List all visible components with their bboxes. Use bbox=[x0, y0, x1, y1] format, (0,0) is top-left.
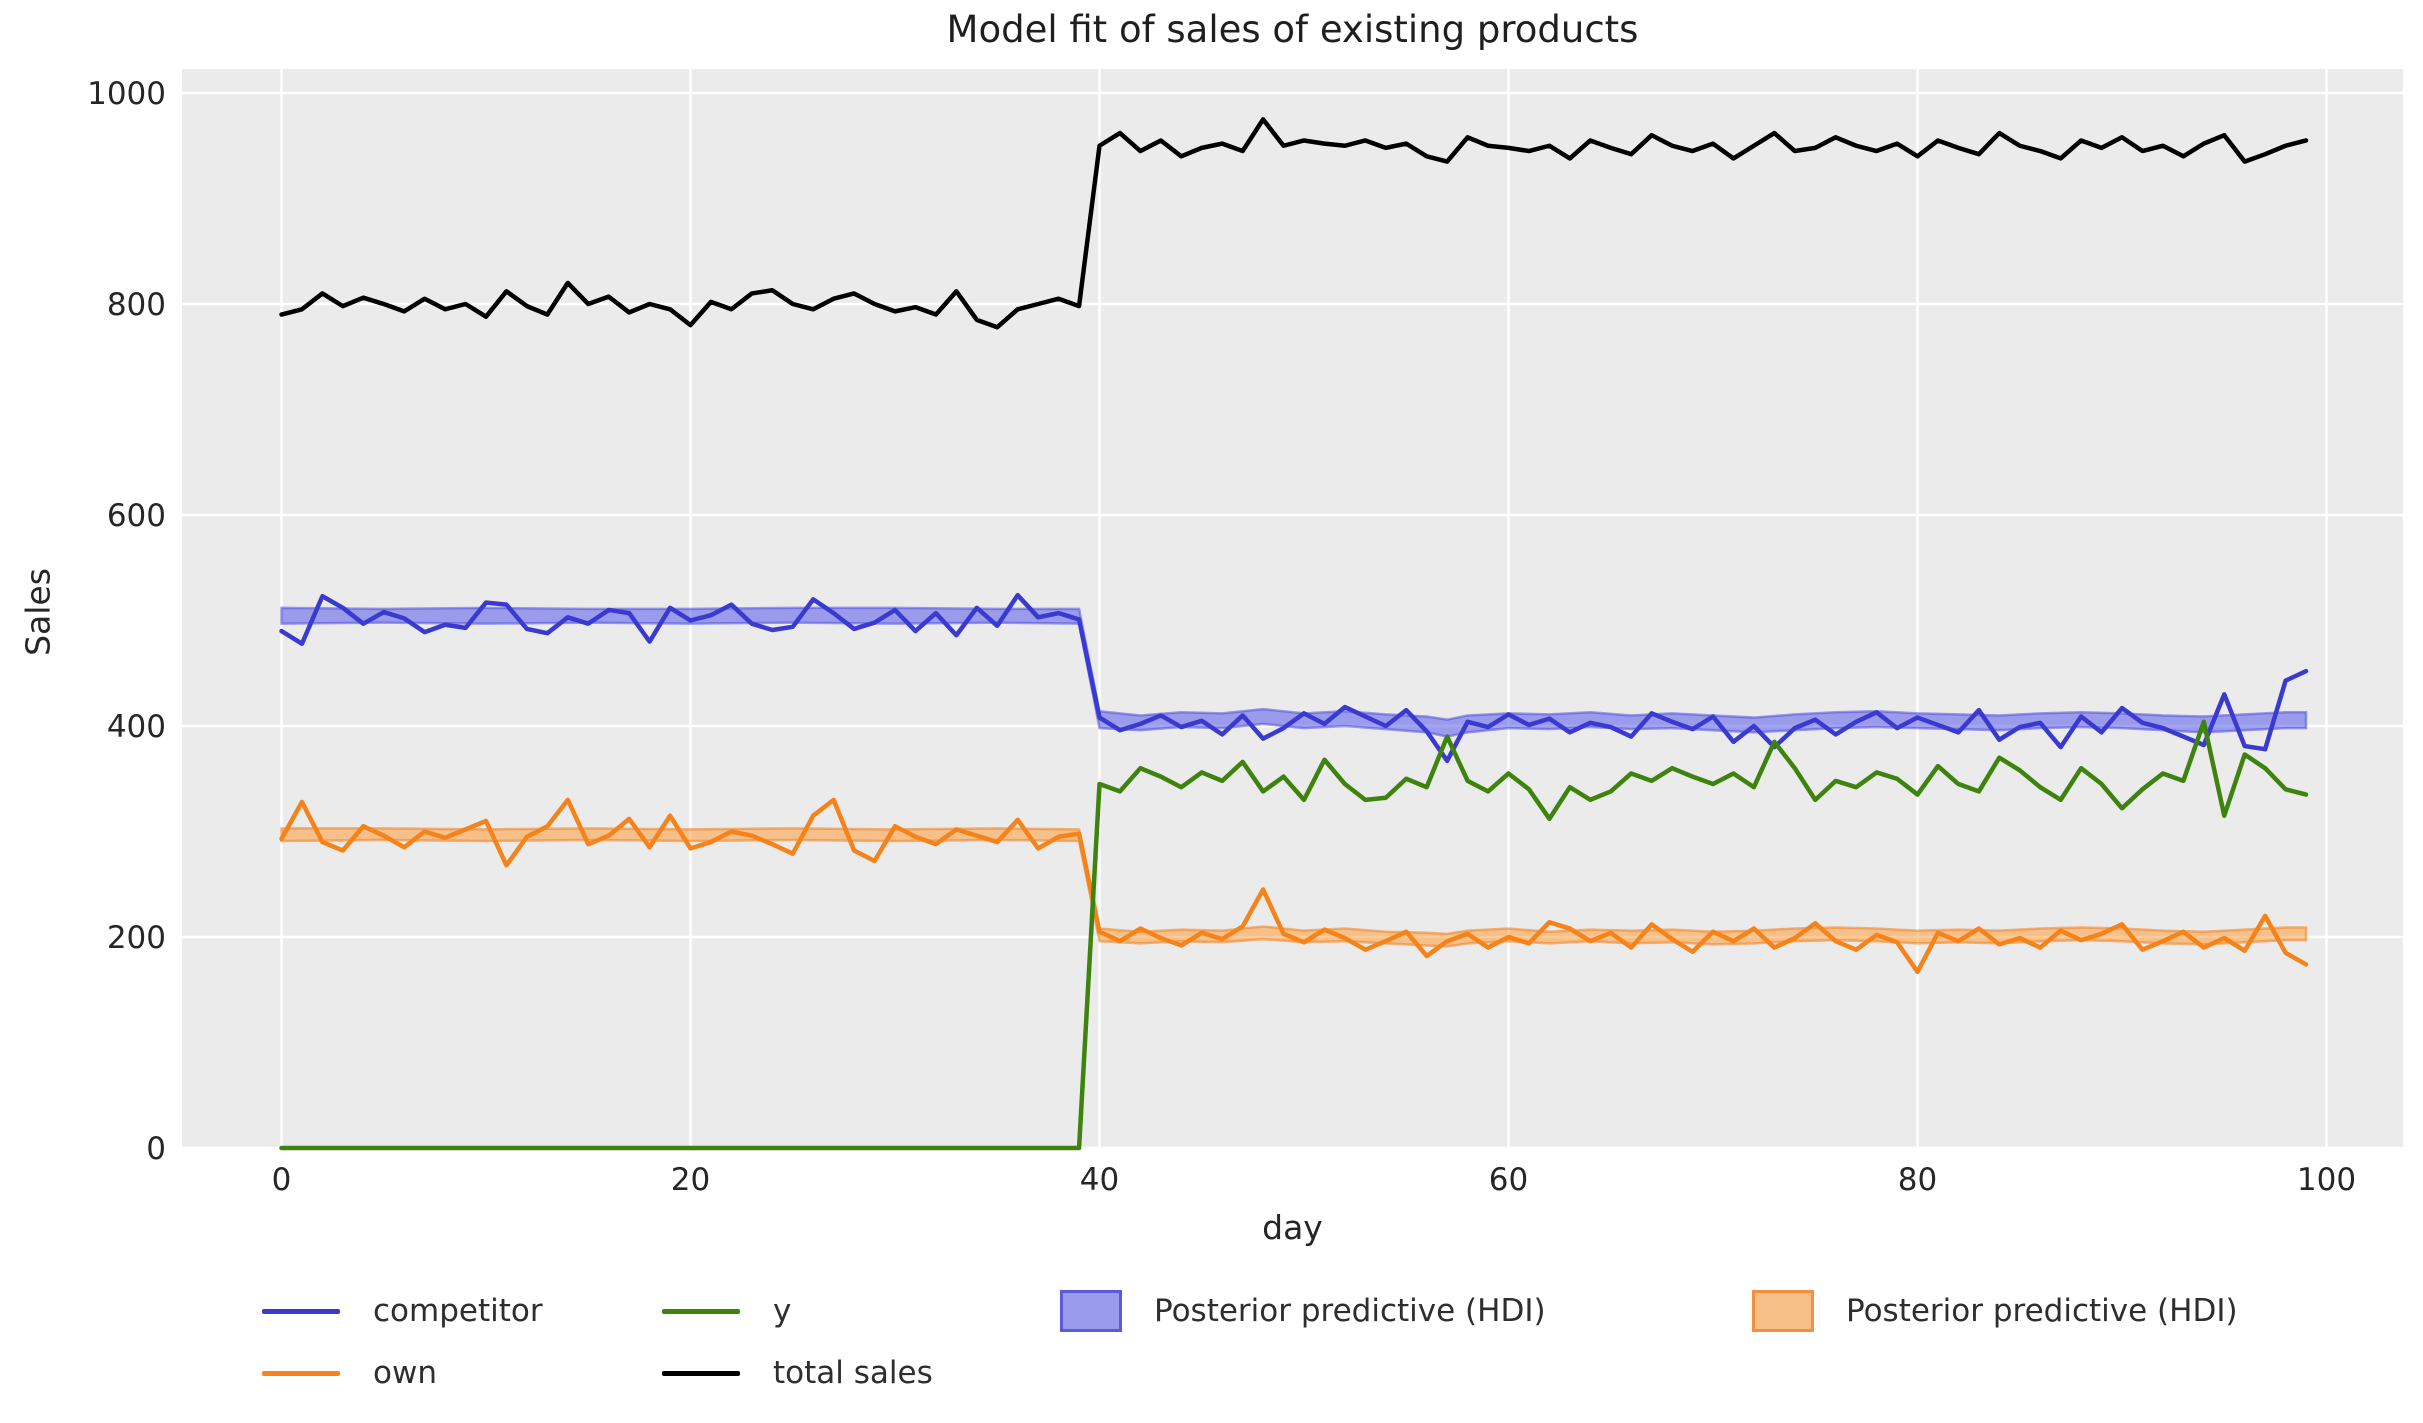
series-line-competitor bbox=[279, 592, 2309, 764]
legend-patch-swatch bbox=[1060, 1290, 1122, 1332]
legend-item-y: y bbox=[662, 1289, 791, 1333]
x-tick-label: 100 bbox=[2297, 1162, 2356, 1198]
legend-item-posterior-predictive-hdi-: Posterior predictive (HDI) bbox=[1752, 1289, 2238, 1333]
legend-label: competitor bbox=[373, 1293, 543, 1329]
x-tick-label: 80 bbox=[1898, 1162, 1937, 1198]
y-tick-label: 200 bbox=[107, 920, 166, 956]
y-tick-label: 600 bbox=[107, 498, 166, 534]
legend-label: Posterior predictive (HDI) bbox=[1154, 1293, 1546, 1329]
legend-item-total-sales: total sales bbox=[662, 1351, 933, 1395]
legend-item-posterior-predictive-hdi-: Posterior predictive (HDI) bbox=[1060, 1289, 1546, 1333]
legend-line-swatch bbox=[662, 1308, 740, 1314]
series-line-y bbox=[279, 719, 2309, 1151]
series-line-total-sales bbox=[279, 117, 2309, 330]
legend-line-swatch bbox=[262, 1308, 340, 1314]
series-line-own bbox=[279, 797, 2309, 975]
legend-patch-swatch bbox=[1752, 1290, 1814, 1332]
legend-line-swatch bbox=[262, 1370, 340, 1376]
x-tick-label: 20 bbox=[671, 1162, 710, 1198]
legend-label: y bbox=[773, 1293, 792, 1329]
x-tick-label: 0 bbox=[272, 1162, 292, 1198]
legend-item-own: own bbox=[262, 1351, 437, 1395]
y-axis-label: Sales bbox=[18, 568, 58, 656]
x-tick-label: 60 bbox=[1489, 1162, 1528, 1198]
legend-label: total sales bbox=[773, 1355, 933, 1391]
legend-item-competitor: competitor bbox=[262, 1289, 543, 1333]
y-tick-label: 400 bbox=[107, 709, 166, 745]
y-tick-label: 1000 bbox=[87, 76, 166, 112]
chart-title: Model fit of sales of existing products bbox=[946, 8, 1639, 51]
legend-label: own bbox=[373, 1355, 437, 1391]
legend-label: Posterior predictive (HDI) bbox=[1846, 1293, 2238, 1329]
y-tick-label: 800 bbox=[107, 287, 166, 323]
legend-line-swatch bbox=[662, 1370, 740, 1376]
x-tick-label: 40 bbox=[1080, 1162, 1119, 1198]
x-axis-label: day bbox=[1262, 1208, 1323, 1247]
y-tick-label: 0 bbox=[146, 1131, 166, 1167]
